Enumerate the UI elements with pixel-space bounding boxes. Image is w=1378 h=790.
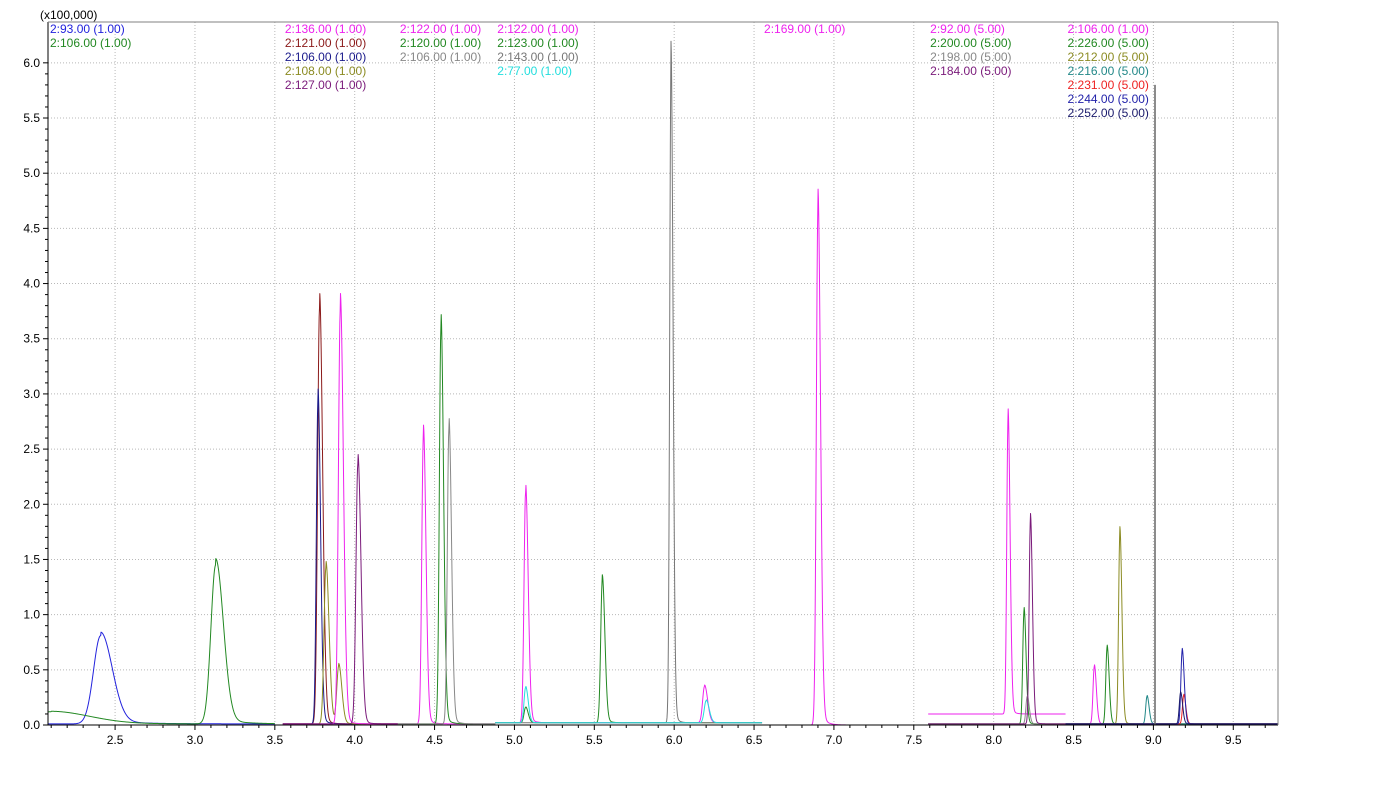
y-tick-label: 5.0 — [23, 166, 40, 180]
legend-entry: 2:122.00 (1.00) — [400, 22, 481, 36]
trace-6 — [282, 454, 398, 725]
legend-entry: 2:106.00 (1.00) — [400, 50, 481, 64]
legend-entry: 2:226.00 (5.00) — [1068, 36, 1149, 50]
x-tick-label: 5.5 — [586, 733, 603, 747]
y-tick-label: 4.0 — [23, 277, 40, 291]
y-tick-label: 3.5 — [23, 332, 40, 346]
legend-entry: 2:244.00 (5.00) — [1068, 92, 1149, 106]
y-tick-label: 1.5 — [23, 552, 40, 566]
legend-entry: 2:231.00 (5.00) — [1068, 78, 1149, 92]
legend-entry: 2:93.00 (1.00) — [50, 22, 125, 36]
trace-13 — [495, 685, 763, 724]
legend-entry: 2:169.00 (1.00) — [764, 22, 845, 36]
legend-entry: 2:77.00 (1.00) — [497, 64, 572, 78]
trace-9 — [397, 418, 496, 725]
trace-25 — [1065, 691, 1279, 725]
x-tick-label: 2.5 — [107, 733, 124, 747]
x-tick-label: 9.0 — [1145, 733, 1162, 747]
y-tick-label: 1.0 — [23, 608, 40, 622]
legend-entry: 2:143.00 (1.00) — [497, 50, 578, 64]
legend-entry: 2:252.00 (5.00) — [1068, 106, 1149, 120]
x-tick-label: 7.5 — [905, 733, 922, 747]
x-tick-label: 6.5 — [746, 733, 763, 747]
trace-1 — [47, 558, 275, 725]
x-tick-label: 7.0 — [826, 733, 843, 747]
trace-18 — [928, 512, 1066, 725]
legend-entry: 2:127.00 (1.00) — [285, 78, 366, 92]
legend-entry: 2:121.00 (1.00) — [285, 36, 366, 50]
y-tick-label: 6.0 — [23, 56, 40, 70]
axes: 0.0 0.5 1.0 1.5 2.0 2.5 3.0 3.5 4.0 4.5 5.0 5.5 6.0 2… — [23, 21, 1279, 747]
legend-entry: 2:108.00 (1.00) — [285, 64, 366, 78]
legend-entry: 2:123.00 (1.00) — [497, 36, 578, 50]
trace-15 — [928, 408, 1066, 715]
legend-entry: 2:216.00 (5.00) — [1068, 64, 1149, 78]
x-tick-label: 5.0 — [506, 733, 523, 747]
legend-entry: 2:136.00 (1.00) — [285, 22, 366, 36]
y-multiplier-label: (x100,000) — [40, 8, 97, 22]
x-tick-label: 9.5 — [1225, 733, 1242, 747]
y-tick-label: 2.0 — [23, 497, 40, 511]
legend-entry: 2:200.00 (5.00) — [930, 36, 1011, 50]
y-tick-label: 0.0 — [23, 718, 40, 732]
legend-entry: 2:106.00 (1.00) — [285, 50, 366, 64]
y-tick-label: 0.5 — [23, 663, 40, 677]
x-tick-label: 4.5 — [426, 733, 443, 747]
legend-entry: 2:106.00 (1.00) — [50, 36, 131, 50]
legend-entry: 2:184.00 (5.00) — [930, 64, 1011, 78]
y-tick-label: 3.0 — [23, 387, 40, 401]
legend-entry: 2:92.00 (5.00) — [930, 22, 1005, 36]
y-tick-label: 5.5 — [23, 111, 40, 125]
legend-entry: 2:106.00 (1.00) — [1068, 22, 1149, 36]
legend-labels: 2:93.00 (1.00)2:106.00 (1.00)2:136.00 (1… — [50, 22, 1149, 120]
gridlines — [48, 22, 1278, 725]
x-tick-label: 8.0 — [985, 733, 1002, 747]
legend-entry: 2:120.00 (1.00) — [400, 36, 481, 50]
legend-entry: 2:122.00 (1.00) — [497, 22, 578, 36]
y-tick-label: 2.5 — [23, 442, 40, 456]
x-tick-label: 6.0 — [666, 733, 683, 747]
x-tick-label: 8.5 — [1065, 733, 1082, 747]
x-tick-label: 3.0 — [187, 733, 204, 747]
x-tick-label: 4.0 — [346, 733, 363, 747]
y-tick-label: 4.5 — [23, 221, 40, 235]
x-tick-label: 3.5 — [266, 733, 283, 747]
legend-entry: 2:212.00 (5.00) — [1068, 50, 1149, 64]
legend-entry: 2:198.00 (5.00) — [930, 50, 1011, 64]
